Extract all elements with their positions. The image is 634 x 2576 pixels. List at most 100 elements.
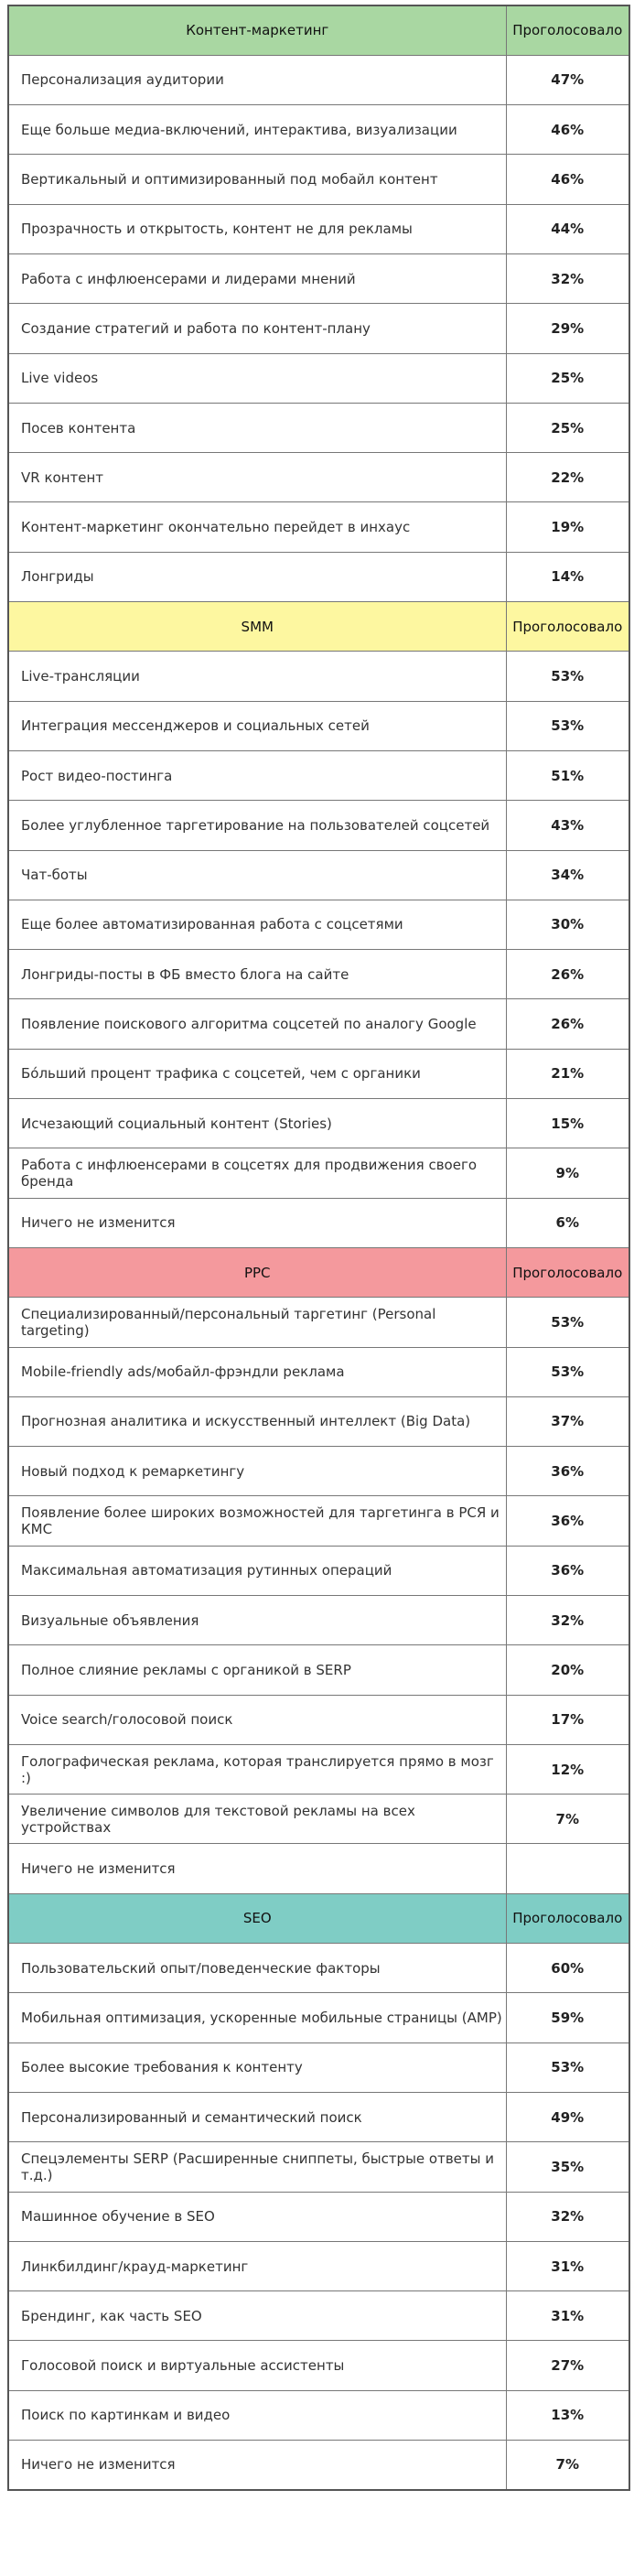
- vote-share: 6%: [505, 1197, 630, 1248]
- trend-label: Персонализация аудитории: [7, 54, 507, 106]
- section-title: SMM: [7, 601, 507, 652]
- trend-label: Voice search/голосовой поиск: [7, 1694, 507, 1745]
- table-row: Появление более широких возможностей для…: [7, 1495, 630, 1547]
- table-row: Максимальная автоматизация рутинных опер…: [7, 1545, 630, 1597]
- trend-label: Линкбилдинг/крауд-маркетинг: [7, 2240, 507, 2292]
- table-row: Ничего не изменится 6%: [7, 1197, 630, 1248]
- vote-share: 9%: [505, 1148, 630, 1199]
- trend-label: Мобильная оптимизация, ускоренные мобиль…: [7, 1992, 507, 2043]
- vote-share: 37%: [505, 1396, 630, 1448]
- table-row: Голографическая реклама, которая трансли…: [7, 1743, 630, 1795]
- table-row: Исчезающий социальный контент (Stories) 1…: [7, 1098, 630, 1149]
- vote-share: 27%: [505, 2340, 630, 2391]
- vote-share: 14%: [505, 551, 630, 603]
- table-row: Live-трансляции 53%: [7, 651, 630, 702]
- trend-label: Mobile-friendly ads/мобайл-фрэндли рекла…: [7, 1346, 507, 1397]
- vote-share: 21%: [505, 1048, 630, 1100]
- table-row: Брендинг, как часть SEO 31%: [7, 2290, 630, 2342]
- trend-label: Лонгриды: [7, 551, 507, 603]
- table-row: Бóльший процент трафика с соцсетей, чем …: [7, 1048, 630, 1100]
- vote-share: 53%: [505, 651, 630, 702]
- vote-share: 53%: [505, 1346, 630, 1397]
- trend-label: Прозрачность и открытость, контент не дл…: [7, 203, 507, 254]
- vote-share: 59%: [505, 1992, 630, 2043]
- trend-label: Исчезающий социальный контент (Stories): [7, 1098, 507, 1149]
- trend-label: Голографическая реклама, которая трансли…: [7, 1743, 507, 1795]
- vote-share: 46%: [505, 104, 630, 156]
- table-row: Работа с инфлюенсерами в соцсетях для пр…: [7, 1148, 630, 1199]
- table-row: Вертикальный и оптимизированный под моба…: [7, 154, 630, 205]
- vote-share: 7%: [505, 1794, 630, 1845]
- table-row: Еще более автоматизированная работа с со…: [7, 899, 630, 951]
- vote-share: 25%: [505, 402, 630, 454]
- vote-share: 44%: [505, 203, 630, 254]
- trend-label: Работа с инфлюенсерами в соцсетях для пр…: [7, 1148, 507, 1199]
- trend-label: Live-трансляции: [7, 651, 507, 702]
- section-title: PPC: [7, 1246, 507, 1299]
- trend-label: Интеграция мессенджеров и социальных сет…: [7, 700, 507, 751]
- vote-share: 25%: [505, 352, 630, 404]
- table-row: Ничего не изменится: [7, 1843, 630, 1894]
- table-row: Ничего не изменится 7%: [7, 2440, 630, 2491]
- vote-share: 32%: [505, 1594, 630, 1646]
- trend-label: VR контент: [7, 452, 507, 503]
- table-row: Работа с инфлюенсерами и лидерами мнений…: [7, 253, 630, 305]
- table-row: Прозрачность и открытость, контент не дл…: [7, 203, 630, 254]
- section-title: SEO: [7, 1892, 507, 1945]
- vote-share: 49%: [505, 2091, 630, 2143]
- vote-share: 7%: [505, 2440, 630, 2491]
- table-row: Mobile-friendly ads/мобайл-фрэндли рекла…: [7, 1346, 630, 1397]
- vote-share: 36%: [505, 1446, 630, 1497]
- trend-label: Поиск по картинкам и видео: [7, 2389, 507, 2441]
- table-row: Персонализация аудитории 47%: [7, 54, 630, 106]
- table-row: Полное слияние рекламы с органикой в SER…: [7, 1644, 630, 1696]
- trend-label: Появление поискового алгоритма соцсетей …: [7, 998, 507, 1050]
- table-row: Спецэлементы SERP (Расширенные сниппеты,…: [7, 2141, 630, 2193]
- trend-label: Еще больше медиа-включений, интерактива,…: [7, 104, 507, 156]
- trend-label: Машинное обучение в SEO: [7, 2191, 507, 2242]
- vote-share: 15%: [505, 1098, 630, 1149]
- table-body: Контент-маркетинг Проголосовало Персонализ…: [7, 5, 630, 2491]
- vote-share: 29%: [505, 303, 630, 354]
- trend-label: Спецэлементы SERP (Расширенные сниппеты,…: [7, 2141, 507, 2193]
- table-row: Поиск по картинкам и видео 13%: [7, 2389, 630, 2441]
- table-row: Создание стратегий и работа по контент-п…: [7, 303, 630, 354]
- vote-share: 13%: [505, 2389, 630, 2441]
- trend-label: Брендинг, как часть SEO: [7, 2290, 507, 2342]
- table-row: Специализированный/персональный таргетин…: [7, 1297, 630, 1348]
- trend-label: Чат-боты: [7, 849, 507, 900]
- section-header: Контент-маркетинг Проголосовало: [7, 5, 630, 56]
- section-title: Контент-маркетинг: [7, 5, 507, 56]
- table-row: Интеграция мессенджеров и социальных сет…: [7, 700, 630, 751]
- vote-share: 30%: [505, 899, 630, 951]
- vote-share: 26%: [505, 949, 630, 1000]
- vote-share: 31%: [505, 2240, 630, 2292]
- vote-share: 60%: [505, 1943, 630, 1994]
- trend-label: Еще более автоматизированная работа с со…: [7, 899, 507, 951]
- trend-label: Ничего не изменится: [7, 1197, 507, 1248]
- vote-share: 19%: [505, 501, 630, 553]
- vote-share: 17%: [505, 1694, 630, 1745]
- vote-share: 26%: [505, 998, 630, 1050]
- table-row: Чат-боты 34%: [7, 849, 630, 900]
- vote-share: 20%: [505, 1644, 630, 1696]
- trend-label: Прогнозная аналитика и искусственный инт…: [7, 1396, 507, 1448]
- trend-label: Live videos: [7, 352, 507, 404]
- vote-share: 12%: [505, 1743, 630, 1795]
- trend-label: Более высокие требования к контенту: [7, 2042, 507, 2093]
- trend-label: Ничего не изменится: [7, 2440, 507, 2491]
- table-row: Прогнозная аналитика и искусственный инт…: [7, 1396, 630, 1448]
- trend-label: Пользовательский опыт/поведенческие факт…: [7, 1943, 507, 1994]
- trends-table: Контент-маркетинг Проголосовало Персонализ…: [7, 5, 630, 2491]
- column-header: Проголосовало: [505, 1246, 630, 1299]
- trend-label: Голосовой поиск и виртуальные ассистенты: [7, 2340, 507, 2391]
- trend-label: Появление более широких возможностей для…: [7, 1495, 507, 1547]
- vote-share: 35%: [505, 2141, 630, 2193]
- section-header: PPC Проголосовало: [7, 1246, 630, 1299]
- trend-label: Полное слияние рекламы с органикой в SER…: [7, 1644, 507, 1696]
- vote-share: 47%: [505, 54, 630, 106]
- trend-label: Увеличение символов для текстовой реклам…: [7, 1794, 507, 1845]
- vote-share: 22%: [505, 452, 630, 503]
- trend-label: Более углубленное таргетирование на поль…: [7, 800, 507, 851]
